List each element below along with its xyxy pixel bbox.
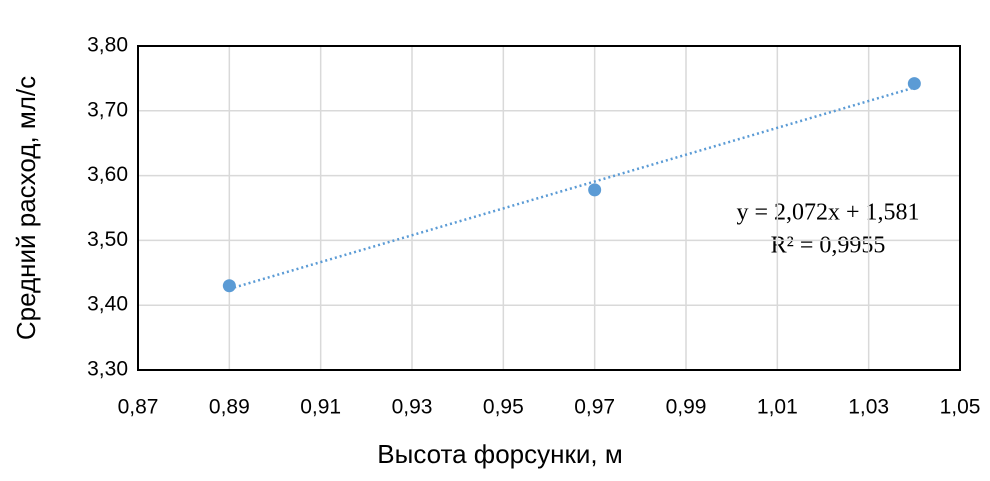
trend-r2: R² = 0,9955	[771, 233, 886, 259]
y-axis-title: Средний расход, мл/с	[11, 76, 41, 340]
y-tick-label: 3,50	[87, 228, 128, 251]
x-tick-label: 0,99	[666, 396, 707, 419]
trend-equation: y = 2,072x + 1,581	[736, 200, 919, 226]
trendline	[228, 86, 915, 291]
plot-frame	[137, 45, 961, 371]
point	[222, 279, 236, 293]
x-tick-label: 0,93	[392, 396, 433, 419]
y-tick-label: 3,70	[87, 98, 128, 121]
x-tick-label: 0,91	[300, 396, 341, 419]
y-tick-label: 3,40	[87, 293, 128, 316]
x-tick-label: 1,01	[757, 396, 798, 419]
x-tick-label: 0,95	[483, 396, 524, 419]
x-tick-label: 0,89	[209, 396, 250, 419]
x-tick-label: 0,97	[574, 396, 615, 419]
x-tick-label: 0,87	[118, 396, 159, 419]
y-tick-label: 3,80	[87, 34, 128, 57]
y-tick-label: 3,30	[87, 358, 128, 381]
point	[907, 77, 921, 91]
x-tick-label: 1,05	[940, 396, 981, 419]
y-tick-label: 3,60	[87, 163, 128, 186]
point	[588, 183, 602, 197]
x-axis-title: Высота форсунки, м	[377, 439, 622, 469]
x-tick-label: 1,03	[848, 396, 889, 419]
